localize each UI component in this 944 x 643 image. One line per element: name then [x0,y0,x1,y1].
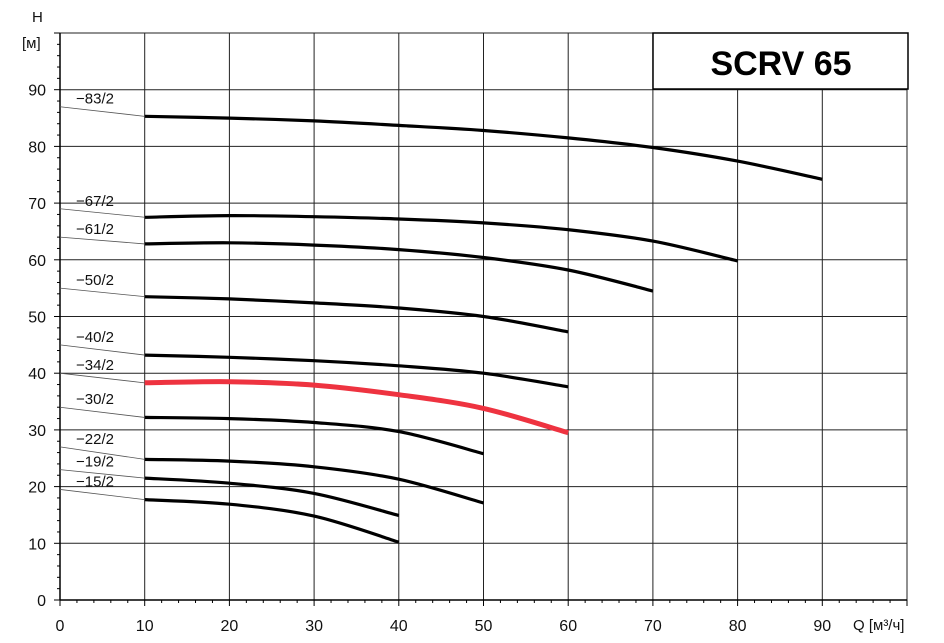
curve-61-2 [144,241,654,293]
tick-labels: 0 10 20 30 40 50 60 70 80 90 0 10 20 30 40 50 60 70 80 90 [28,83,831,635]
curve-19-2 [144,476,400,518]
curve-label-leader [59,469,145,479]
curve-67-2 [144,213,738,263]
curve-label-leader [59,208,145,218]
curve-label: −67/2 [76,193,114,210]
pump-curves [144,114,823,544]
y-tick-label: 80 [28,139,46,156]
curve-label-leader [59,446,145,460]
axes [54,32,908,606]
curve-30-2 [144,415,484,456]
x-axis-label: Q [м³/ч] [853,617,904,634]
curve-83-2 [144,114,823,181]
curve-label-leader [59,236,145,245]
curve-label-leader [59,372,145,384]
y-tick-label: 20 [28,480,46,497]
y-axis-label: H [32,9,43,26]
curve-22-2 [144,457,484,505]
curve-15-2 [144,498,400,544]
y-tick-label: 70 [28,196,46,213]
curve-label: −83/2 [76,91,114,108]
curve-label: −19/2 [76,454,114,471]
y-tick-label: 0 [37,593,46,610]
curve-label: −15/2 [76,473,114,490]
y-tick-label: 60 [28,253,46,270]
curve-label-leader [59,489,145,501]
x-tick-label: 0 [56,618,65,635]
x-tick-label: 20 [221,618,239,635]
y-tick-label: 40 [28,366,46,383]
curve-40-2 [144,353,569,389]
curve-label: −61/2 [76,221,114,238]
curve-label: −30/2 [76,391,114,408]
curve-label: −40/2 [76,329,114,346]
curve-label-leader [59,344,145,356]
x-tick-label: 10 [136,618,154,635]
curve-label-leader [59,106,145,117]
x-tick-label: 30 [305,618,323,635]
x-tick-label: 50 [475,618,493,635]
curve-label: −34/2 [76,357,114,374]
y-tick-label: 50 [28,310,46,327]
x-tick-label: 80 [729,618,747,635]
y-tick-label: 30 [28,423,46,440]
x-tick-label: 70 [644,618,662,635]
curve-label-leader [59,406,145,418]
curve-34-2 [144,379,569,436]
chart-title: SCRV 65 [710,45,851,83]
x-tick-label: 90 [813,618,831,635]
curve-50-2 [144,295,569,334]
curve-label: −50/2 [76,272,114,289]
y-tick-label: 90 [28,83,46,100]
curve-labels: −83/2 −67/2 −61/2 −50/2 −40/2 −34/2 −30/2 −22/2… [59,91,145,501]
x-tick-label: 60 [559,618,577,635]
curve-label-leader [59,287,145,298]
y-axis-unit: [м] [22,35,41,52]
title-box [652,32,909,90]
curve-label: −22/2 [76,431,114,448]
y-tick-label: 10 [28,536,46,553]
x-tick-label: 40 [390,618,408,635]
